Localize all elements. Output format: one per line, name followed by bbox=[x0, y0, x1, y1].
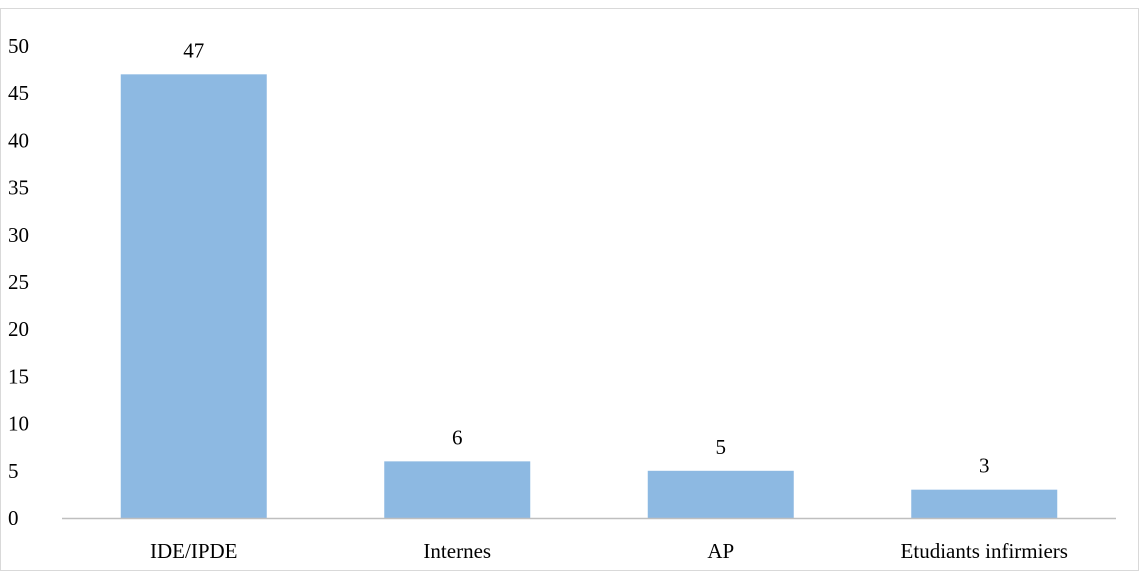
bar bbox=[384, 461, 531, 518]
data-labels-group: 47 6 5 3 bbox=[183, 38, 989, 477]
category-label: Internes bbox=[423, 539, 491, 563]
y-axis-ticks: 0 5 10 15 20 25 30 35 40 45 50 bbox=[8, 34, 29, 530]
y-tick-label: 10 bbox=[8, 412, 29, 436]
bar bbox=[911, 489, 1058, 518]
bars-group bbox=[120, 74, 1058, 518]
data-label: 3 bbox=[979, 454, 990, 478]
category-label: Etudiants infirmiers bbox=[901, 539, 1068, 563]
category-labels-group: IDE/IPDE Internes AP Etudiants infirmiers bbox=[150, 539, 1068, 563]
category-label: IDE/IPDE bbox=[150, 539, 238, 563]
data-label: 47 bbox=[183, 38, 204, 62]
y-tick-label: 15 bbox=[8, 364, 29, 388]
data-label: 6 bbox=[452, 425, 463, 449]
y-tick-label: 5 bbox=[8, 459, 19, 483]
y-tick-label: 30 bbox=[8, 223, 29, 247]
y-tick-label: 35 bbox=[8, 176, 29, 200]
y-tick-label: 45 bbox=[8, 81, 29, 105]
y-tick-label: 25 bbox=[8, 270, 29, 294]
y-tick-label: 40 bbox=[8, 128, 29, 152]
category-label: AP bbox=[707, 539, 734, 563]
y-tick-label: 20 bbox=[8, 317, 29, 341]
y-tick-label: 0 bbox=[8, 506, 19, 530]
bar bbox=[120, 74, 267, 518]
data-label: 5 bbox=[716, 435, 727, 459]
y-tick-label: 50 bbox=[8, 34, 29, 58]
bar bbox=[647, 470, 794, 518]
